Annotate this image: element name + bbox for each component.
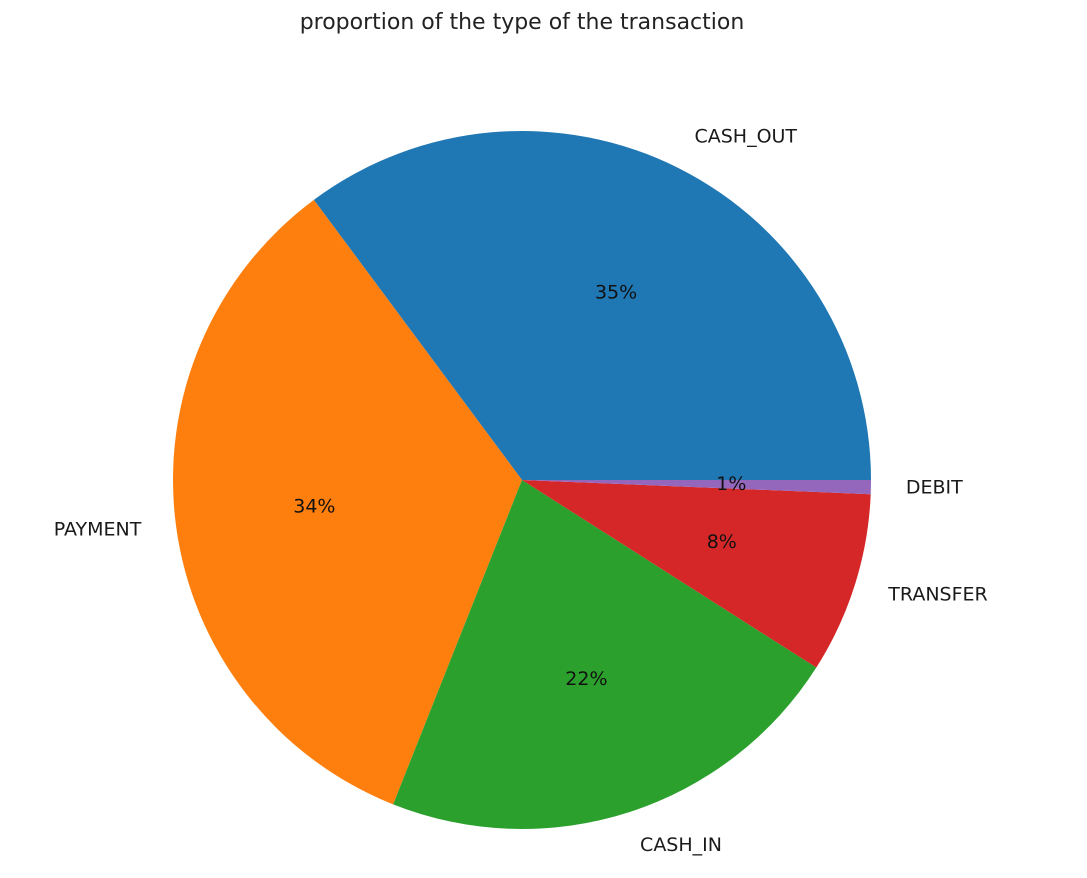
slice-label-cash-in: CASH_IN: [640, 834, 722, 856]
pie-slice-transfer: [522, 480, 871, 668]
slice-label-debit: DEBIT: [906, 476, 963, 498]
slice-label-transfer: TRANSFER: [887, 583, 987, 605]
pie-slice-cash-out: [313, 131, 871, 480]
chart-title: proportion of the type of the transactio…: [299, 10, 745, 35]
pct-label-transfer: 8%: [707, 531, 737, 553]
slice-label-cash-out: CASH_OUT: [694, 126, 797, 148]
pct-label-cash-in: 22%: [565, 668, 607, 690]
slice-label-payment: PAYMENT: [54, 518, 142, 540]
pct-label-payment: 34%: [293, 496, 335, 518]
pie-slice-cash-in: [393, 480, 817, 829]
pie-slice-debit: [522, 480, 871, 495]
pie-slice-payment: [173, 199, 522, 805]
pct-label-cash-out: 35%: [595, 281, 637, 303]
pct-label-debit: 1%: [716, 473, 746, 495]
